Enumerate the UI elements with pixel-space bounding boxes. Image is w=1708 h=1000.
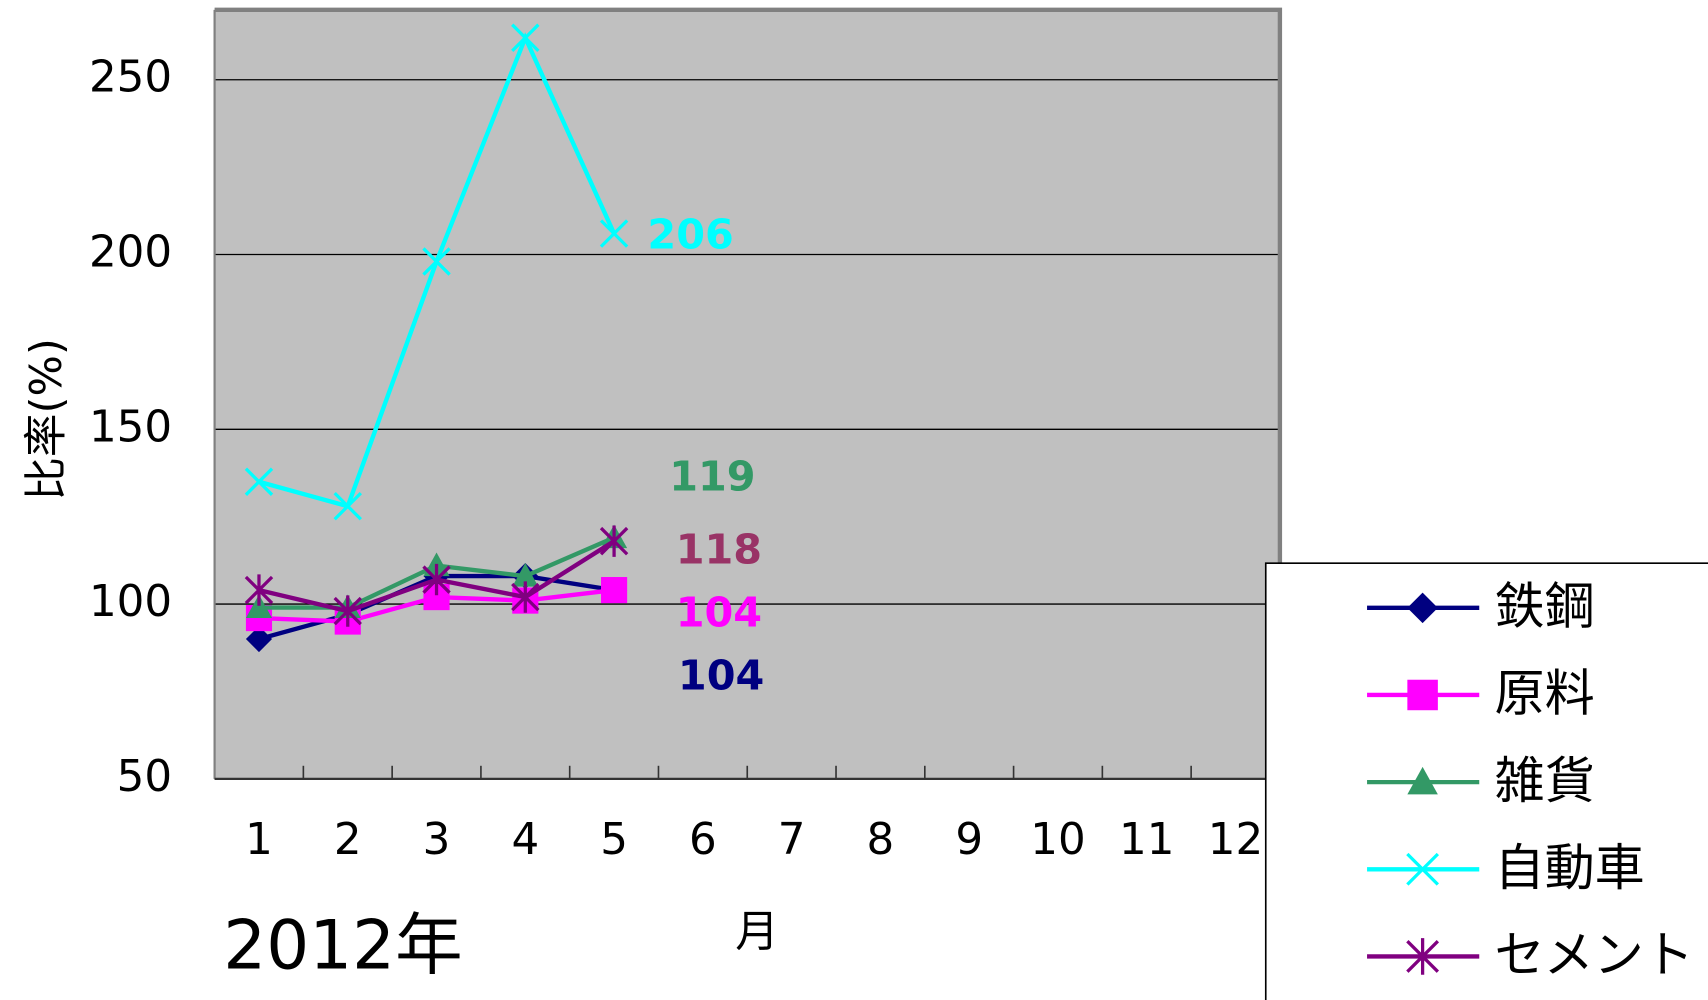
legend-marker [1407, 592, 1438, 624]
marker [245, 594, 273, 619]
data-label: 104 [676, 588, 762, 636]
y-axis-title: 比率(%) [22, 338, 72, 501]
x-tick-label: 11 [1119, 815, 1174, 865]
legend [1264, 562, 1708, 1000]
plot-border [214, 7, 1283, 779]
marker [511, 581, 540, 613]
x-tick-label: 2 [334, 815, 362, 865]
data-label: 118 [676, 525, 762, 573]
x-tick-label: 9 [955, 815, 983, 865]
x-tick-label: 6 [689, 815, 717, 865]
x-tick-label: 5 [600, 815, 628, 865]
y-tick-label: 250 [89, 53, 172, 103]
x-axis-title: 月 [735, 908, 779, 958]
data-label: 119 [669, 452, 755, 500]
marker [511, 23, 540, 53]
y-tick-label: 50 [117, 752, 172, 802]
marker [599, 525, 629, 557]
y-tick-label: 150 [89, 402, 172, 452]
x-tick-label: 4 [511, 815, 539, 865]
legend-label: 自動車 [1495, 838, 1645, 897]
marker [512, 563, 539, 587]
plot-area [214, 9, 1280, 779]
data-label: 104 [678, 652, 764, 700]
marker [333, 595, 362, 627]
marker [244, 574, 274, 606]
legend-marker [1406, 938, 1440, 975]
marker [333, 491, 362, 521]
marker [422, 563, 451, 596]
marker [422, 247, 451, 276]
x-tick-label: 8 [867, 815, 895, 865]
legend-marker [1407, 766, 1438, 795]
marker [599, 219, 629, 248]
marker [244, 467, 274, 496]
y-tick-label: 200 [89, 228, 172, 278]
legend-marker [1406, 852, 1440, 886]
marker [601, 577, 628, 604]
legend-marker [1407, 679, 1438, 711]
x-tick-label: 10 [1030, 815, 1085, 865]
y-tick-label: 100 [89, 577, 172, 627]
year-annotation: 2012年 [223, 905, 462, 984]
x-tick-label: 12 [1208, 815, 1263, 865]
legend-label: セメント [1495, 925, 1694, 984]
data-label: 206 [647, 210, 733, 258]
x-tick-label: 7 [778, 815, 806, 865]
legend-label: 鉄鋼 [1495, 577, 1595, 636]
x-tick-label: 1 [245, 815, 273, 865]
legend-label: 雑貨 [1495, 751, 1595, 810]
x-tick-label: 3 [423, 815, 451, 865]
legend-label: 原料 [1495, 664, 1595, 723]
